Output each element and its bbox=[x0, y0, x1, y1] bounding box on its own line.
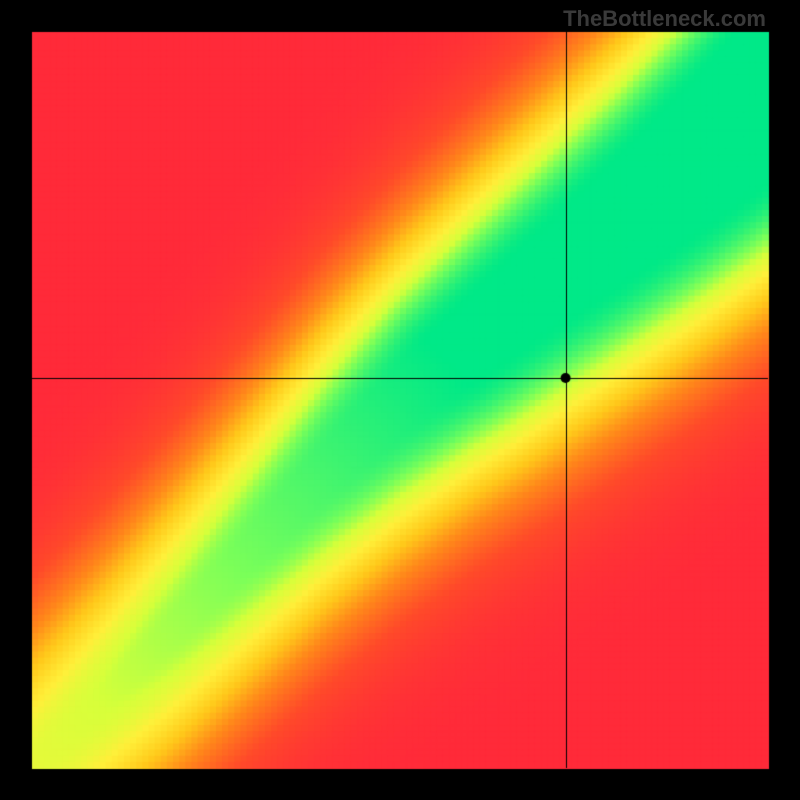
bottleneck-heatmap bbox=[0, 0, 800, 800]
watermark-text: TheBottleneck.com bbox=[563, 6, 766, 32]
chart-container: TheBottleneck.com bbox=[0, 0, 800, 800]
